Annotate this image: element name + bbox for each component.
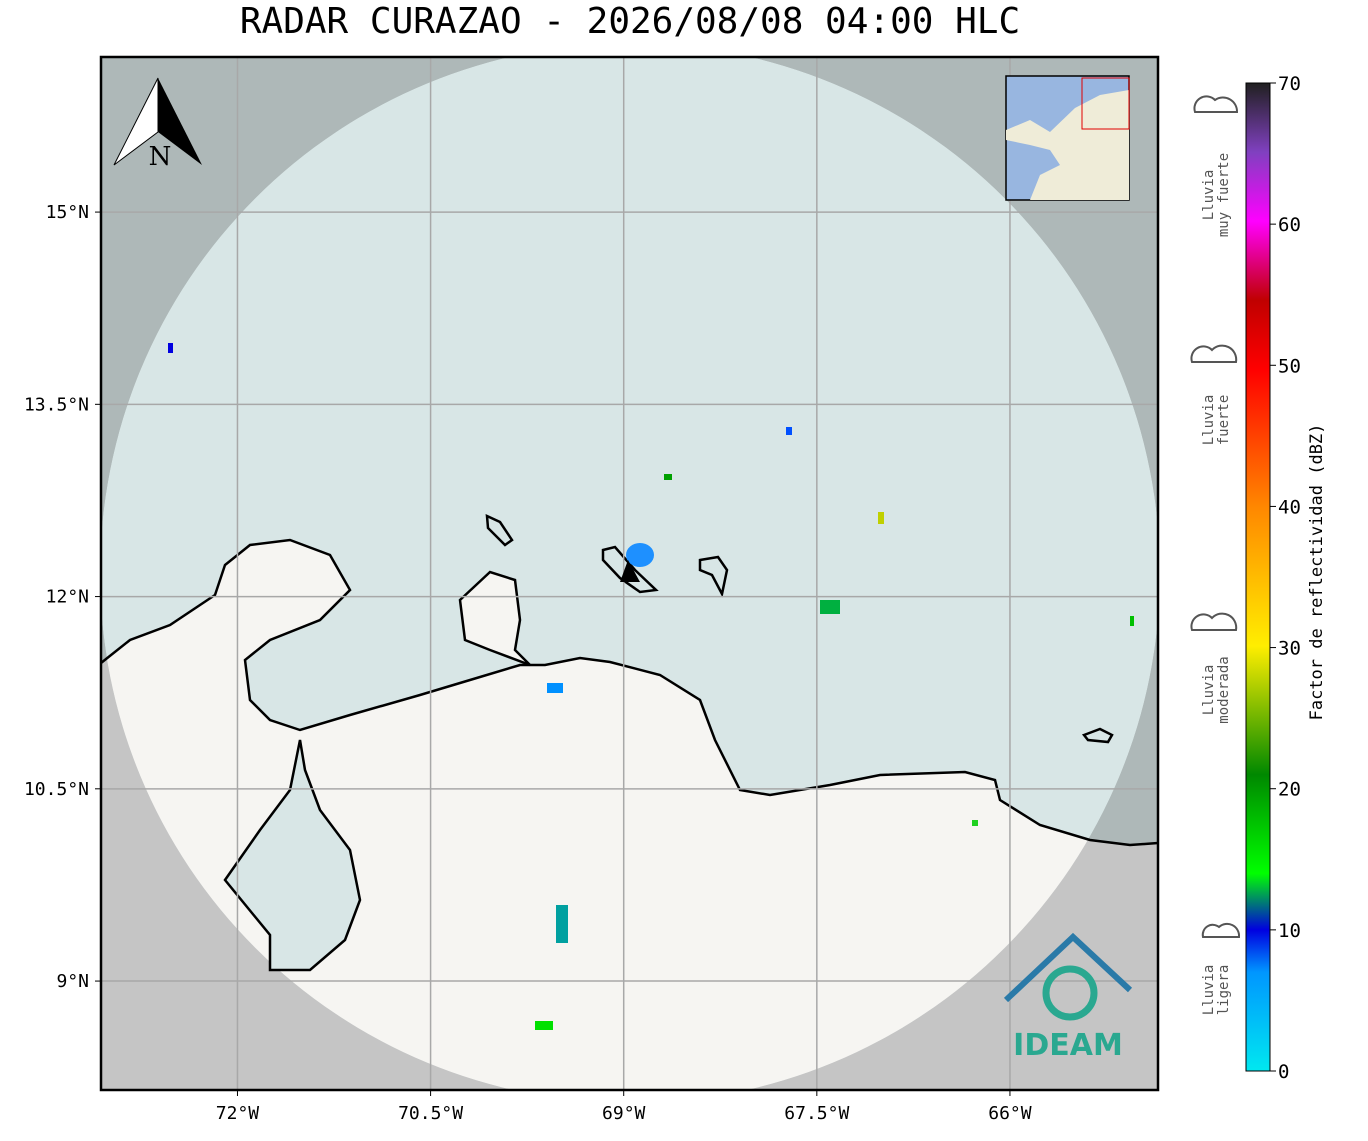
y-tick-label: 13.5°N: [24, 394, 89, 415]
colorbar-tick-label: 20: [1278, 779, 1301, 801]
rain-legend: Lluviamuy fuerteLluviafuerteLluviamodera…: [1190, 95, 1241, 1016]
colorbar-tick-label: 50: [1278, 355, 1301, 377]
legend-line: Lluvia: [1201, 395, 1217, 446]
legend-text: Lluviamuy fuerte: [1201, 153, 1232, 237]
colorbar-tick-label: 30: [1278, 638, 1301, 660]
map-frame: [99, 55, 1160, 1092]
legend-text: Lluvialigera: [1201, 965, 1232, 1016]
x-tick-label: 66°W: [988, 1103, 1032, 1124]
grid: [101, 57, 1158, 1090]
title: RADAR CURAZAO - 2026/08/08 04:00 HLC: [240, 1, 1020, 42]
north-arrow: N: [113, 77, 202, 172]
colorbar-label: Factor de reflectividad (dBZ): [1307, 424, 1327, 721]
colorbar-tick-label: 60: [1278, 214, 1301, 236]
colorbar-tick-label: 10: [1278, 920, 1301, 942]
y-tick-label: 12°N: [46, 587, 89, 608]
radar-site: [620, 560, 640, 582]
x-tick-label: 72°W: [216, 1103, 260, 1124]
x-tick-label: 69°W: [602, 1103, 646, 1124]
colorbar-ticks: 0 10 20 30 40 50 60 70: [1270, 73, 1301, 1083]
x-tick-label: 70.5°W: [398, 1103, 463, 1124]
legend-line: ligera: [1216, 965, 1232, 1016]
radar-echoes: [168, 343, 1134, 1030]
legend-text: Lluviamoderada: [1201, 656, 1232, 723]
inset-map: [1005, 75, 1130, 201]
legend-line: Lluvia: [1201, 965, 1217, 1016]
map: [101, 57, 1158, 1090]
land: [101, 540, 1158, 1090]
colorbar-tick-label: 40: [1278, 496, 1301, 518]
legend-line: muy fuerte: [1216, 153, 1232, 237]
y-tick-label: 15°N: [46, 202, 89, 223]
logo: IDEAM: [1003, 932, 1133, 1063]
colorbar: [1245, 82, 1271, 1072]
y-tick-label: 10.5°N: [24, 779, 89, 800]
coastlines: [101, 513, 1158, 972]
colorbar-tick-label: 0: [1278, 1061, 1289, 1083]
logo-text: IDEAM: [1013, 1028, 1123, 1063]
legend-line: Lluvia: [1201, 665, 1217, 716]
legend-line: fuerte: [1216, 395, 1232, 446]
legend-line: moderada: [1216, 656, 1232, 723]
colorbar-tick-label: 70: [1278, 73, 1301, 95]
legend-text: Lluviafuerte: [1201, 395, 1232, 446]
y-tick-label: 9°N: [56, 971, 89, 992]
north-label: N: [149, 142, 172, 172]
legend-line: Lluvia: [1201, 170, 1217, 221]
x-tick-label: 67.5°W: [784, 1103, 849, 1124]
